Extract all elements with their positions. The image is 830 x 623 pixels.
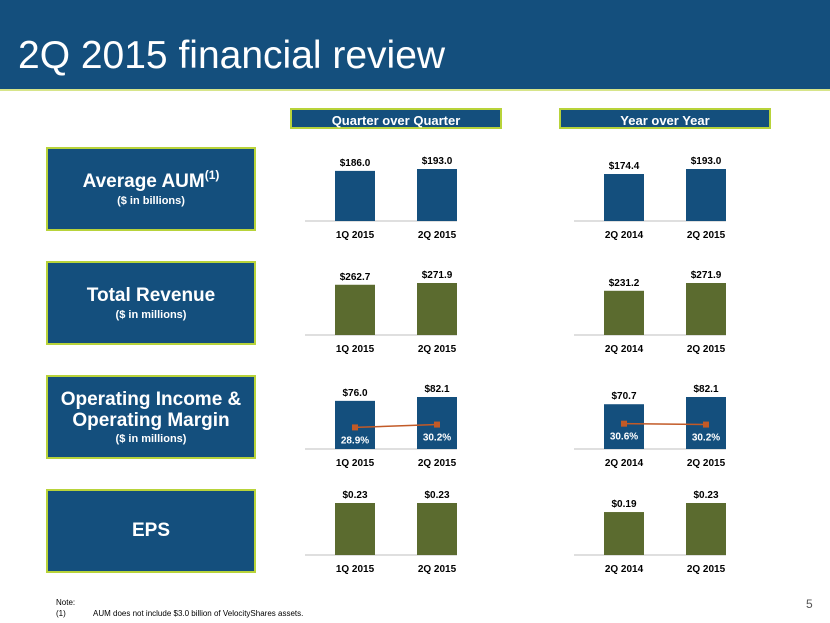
page-title: 2Q 2015 financial review [18, 34, 446, 77]
bar-value-label: $174.4 [609, 161, 640, 172]
x-tick-label: 2Q 2015 [418, 344, 457, 355]
column-header-yoy: Year over Year [559, 108, 771, 129]
margin-value-label: 30.2% [692, 433, 720, 444]
margin-value-label: 30.2% [423, 433, 451, 444]
x-tick-label: 2Q 2015 [687, 458, 726, 469]
bar [604, 512, 644, 555]
note-number: (1) [56, 609, 66, 618]
bar-value-label: $231.2 [609, 278, 640, 289]
bar [335, 170, 375, 221]
footnote: Note: (1) AUM does not include $3.0 bill… [56, 597, 303, 619]
x-tick-label: 2Q 2015 [687, 344, 726, 355]
x-tick-label: 1Q 2015 [336, 458, 375, 469]
bar [335, 503, 375, 555]
bar-value-label: $193.0 [422, 156, 453, 167]
x-tick-label: 2Q 2014 [605, 458, 644, 469]
note-label: Note: [56, 598, 76, 607]
bar-value-label: $193.0 [691, 156, 722, 167]
row-title-line2: Operating Margin [72, 410, 230, 431]
bar-value-label: $262.7 [340, 272, 371, 283]
bar [686, 169, 726, 221]
bar [335, 284, 375, 335]
bar-value-label: $186.0 [340, 158, 371, 169]
row-title: EPS [131, 520, 171, 542]
x-tick-label: 2Q 2015 [687, 564, 726, 575]
row-label-total-revenue: Total Revenue ($ in millions) [46, 261, 256, 345]
bar [604, 290, 644, 335]
row-subtitle: ($ in millions) [115, 308, 187, 321]
bar-value-label: $82.1 [693, 384, 718, 395]
bar-value-label: $76.0 [342, 388, 367, 399]
x-tick-label: 2Q 2015 [418, 230, 457, 241]
title-band: 2Q 2015 financial review [0, 0, 830, 91]
x-tick-label: 2Q 2015 [687, 230, 726, 241]
x-tick-label: 1Q 2015 [336, 564, 375, 575]
bar-value-label: $82.1 [424, 384, 449, 395]
margin-point [621, 420, 627, 427]
x-tick-label: 2Q 2014 [605, 230, 644, 241]
note-text: AUM does not include $3.0 billion of Vel… [93, 609, 304, 618]
bar-value-label: $0.19 [611, 499, 636, 510]
margin-point [703, 421, 709, 428]
row-label-average-aum: Average AUM(1) ($ in billions) [46, 147, 256, 231]
row-title: Average AUM(1) [82, 168, 220, 193]
bar-value-label: $0.23 [342, 490, 367, 501]
x-tick-label: 2Q 2014 [605, 564, 644, 575]
x-tick-label: 1Q 2015 [336, 344, 375, 355]
column-header-qoq: Quarter over Quarter [290, 108, 502, 129]
bar [686, 503, 726, 555]
bar [417, 283, 457, 335]
bar-value-label: $271.9 [422, 270, 453, 281]
row-title: Total Revenue [86, 285, 216, 307]
bar-value-label: $271.9 [691, 270, 722, 281]
row-label-operating-income: Operating Income & Operating Margin ($ i… [46, 375, 256, 459]
row-subtitle: ($ in billions) [117, 194, 185, 207]
margin-value-label: 28.9% [341, 435, 369, 446]
page-number: 5 [806, 597, 813, 611]
row-title: Operating Income & [60, 388, 242, 410]
x-tick-label: 1Q 2015 [336, 230, 375, 241]
margin-point [434, 421, 440, 428]
margin-line [623, 422, 707, 426]
margin-value-label: 30.6% [610, 432, 638, 443]
margin-point [352, 424, 358, 431]
x-tick-label: 2Q 2014 [605, 344, 644, 355]
bar-value-label: $0.23 [424, 490, 449, 501]
row-label-eps: EPS [46, 489, 256, 573]
bar [417, 169, 457, 221]
bar-value-label: $70.7 [611, 391, 636, 402]
x-tick-label: 2Q 2015 [418, 458, 457, 469]
row-subtitle: ($ in millions) [115, 433, 187, 446]
margin-line [354, 423, 438, 429]
bar [604, 174, 644, 221]
x-tick-label: 2Q 2015 [418, 564, 457, 575]
bar-value-label: $0.23 [693, 490, 718, 501]
bar [417, 503, 457, 555]
bar [686, 283, 726, 335]
